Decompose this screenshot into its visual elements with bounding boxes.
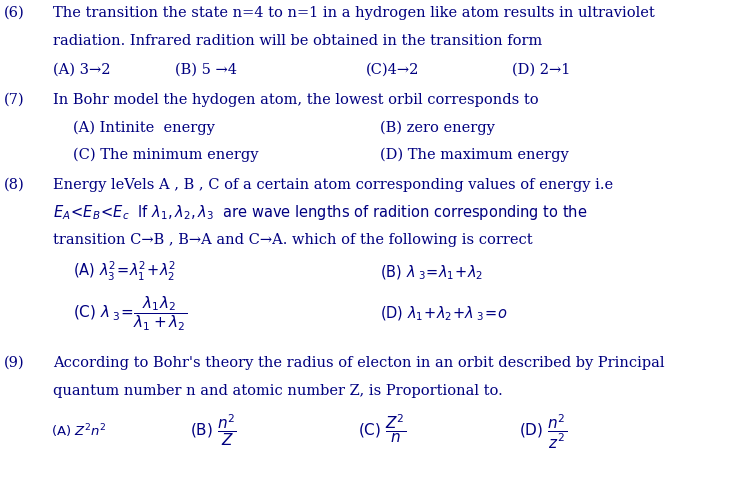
Text: (B) zero energy: (B) zero energy: [380, 121, 495, 135]
Text: According to Bohr's theory the radius of electon in an orbit described by Princi: According to Bohr's theory the radius of…: [53, 355, 664, 369]
Text: In Bohr model the hydogen atom, the lowest orbil corresponds to: In Bohr model the hydogen atom, the lowe…: [53, 92, 538, 106]
Text: (C) $\dfrac{Z^2}{n}$: (C) $\dfrac{Z^2}{n}$: [358, 412, 406, 444]
Text: (8): (8): [4, 178, 24, 192]
Text: $E_A\!<\!E_B\!<\!E_c$  If $\lambda_1,\lambda_2,\lambda_3$  are wave lengths of r: $E_A\!<\!E_B\!<\!E_c$ If $\lambda_1,\lam…: [53, 203, 587, 222]
Text: (D) The maximum energy: (D) The maximum energy: [380, 147, 569, 161]
Text: Energy leVels A , B , C of a certain atom corresponding values of energy i.e: Energy leVels A , B , C of a certain ato…: [53, 178, 613, 192]
Text: (C) $\lambda_{\ 3}\!=\!\dfrac{\lambda_1\lambda_2}{\lambda_1+\lambda_2}$: (C) $\lambda_{\ 3}\!=\!\dfrac{\lambda_1\…: [73, 294, 187, 332]
Text: quantum number n and atomic number Z, is Proportional to.: quantum number n and atomic number Z, is…: [53, 383, 502, 397]
Text: (A) $Z^2n^2$: (A) $Z^2n^2$: [51, 421, 107, 439]
Text: (A) Intinite  energy: (A) Intinite energy: [73, 121, 215, 135]
Text: (A) 3→2: (A) 3→2: [53, 62, 110, 76]
Text: (D) $\dfrac{n^2}{z^2}$: (D) $\dfrac{n^2}{z^2}$: [519, 412, 567, 450]
Text: transition C→B , B→A and C→A. which of the following is correct: transition C→B , B→A and C→A. which of t…: [53, 232, 532, 246]
Text: (C) The minimum energy: (C) The minimum energy: [73, 147, 259, 161]
Text: (B) $\lambda_{\ 3}\!=\!\lambda_1\!+\!\lambda_2$: (B) $\lambda_{\ 3}\!=\!\lambda_1\!+\!\la…: [380, 263, 483, 281]
Text: (9): (9): [4, 355, 24, 369]
Text: (B) $\dfrac{n^2}{Z}$: (B) $\dfrac{n^2}{Z}$: [190, 412, 237, 447]
Text: The transition the state n=4 to n=1 in a hydrogen like atom results in ultraviol: The transition the state n=4 to n=1 in a…: [53, 6, 654, 20]
Text: (C)4→2: (C)4→2: [366, 62, 419, 76]
Text: (D) 2→1: (D) 2→1: [512, 62, 570, 76]
Text: (A) $\lambda_3^2\!=\!\lambda_1^2\!+\!\lambda_2^2$: (A) $\lambda_3^2\!=\!\lambda_1^2\!+\!\la…: [73, 260, 176, 283]
Text: (D) $\lambda_1\!+\!\lambda_2\!+\!\lambda_{\ 3}\!=\!o$: (D) $\lambda_1\!+\!\lambda_2\!+\!\lambda…: [380, 304, 507, 322]
Text: radiation. Infrared radition will be obtained in the transition form: radiation. Infrared radition will be obt…: [53, 34, 542, 48]
Text: (6): (6): [4, 6, 24, 20]
Text: (7): (7): [4, 92, 24, 106]
Text: (B) 5 →4: (B) 5 →4: [175, 62, 238, 76]
